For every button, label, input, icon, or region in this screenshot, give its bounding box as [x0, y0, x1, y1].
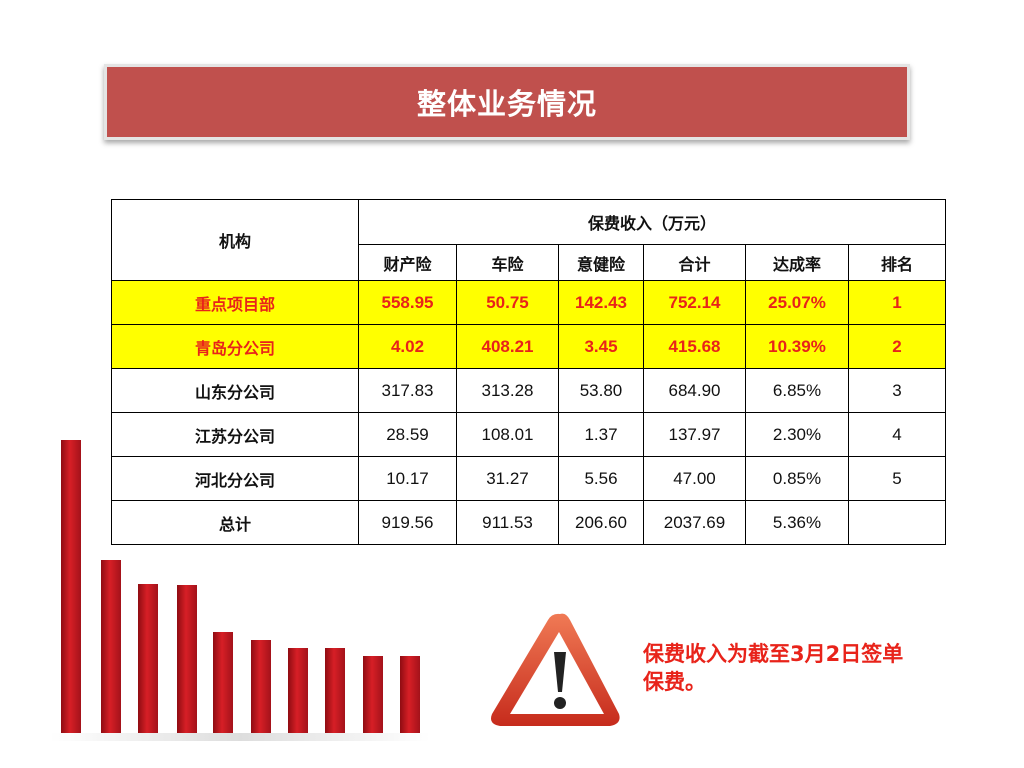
- note-line-1: 保费收入为截至3月2日签单: [643, 642, 904, 666]
- value-cell: 2037.69: [643, 500, 746, 545]
- value-cell: 684.90: [643, 368, 746, 413]
- col-header: 财产险: [358, 244, 457, 281]
- col-header: 合计: [643, 244, 746, 281]
- org-header: 机构: [111, 199, 359, 281]
- value-cell: 28.59: [358, 412, 457, 457]
- table-body: 重点项目部 558.95 50.75 142.43 752.14 25.07% 1 青岛分公司…: [111, 280, 947, 545]
- col-header: 达成率: [745, 244, 849, 281]
- org-name-cell: 重点项目部: [111, 280, 359, 325]
- value-cell: 5: [847, 456, 947, 501]
- value-cell: 142.43: [558, 280, 644, 325]
- value-cell: 4.02: [358, 324, 457, 369]
- table-row: 河北分公司 10.17 31.27 5.56 47.00 0.85% 5: [111, 456, 947, 501]
- org-name-cell: 山东分公司: [111, 368, 359, 413]
- decorative-bar: [101, 560, 121, 733]
- value-cell: 408.21: [456, 324, 559, 369]
- slide-title: 整体业务情况: [416, 87, 597, 121]
- value-cell: 1: [847, 280, 947, 325]
- value-cell: 3.45: [558, 324, 644, 369]
- decorative-bar-chart: [50, 440, 430, 741]
- value-cell: 10.39%: [745, 324, 849, 369]
- value-cell: 2.30%: [745, 412, 849, 457]
- org-name-cell: 江苏分公司: [111, 412, 359, 457]
- value-cell: 317.83: [358, 368, 457, 413]
- value-cell: [847, 500, 947, 545]
- value-cell: 206.60: [558, 500, 644, 545]
- value-cell: 53.80: [558, 368, 644, 413]
- table-row: 山东分公司 317.83 313.28 53.80 684.90 6.85% 3: [111, 368, 947, 413]
- decorative-bar: [177, 585, 197, 733]
- note-line-2: 保费。: [643, 670, 706, 694]
- decorative-bar: [288, 648, 308, 733]
- table-row: 总计 919.56 911.53 206.60 2037.69 5.36%: [111, 500, 947, 545]
- decorative-bar: [400, 656, 420, 733]
- table-row: 江苏分公司 28.59 108.01 1.37 137.97 2.30% 4: [111, 412, 947, 457]
- table-row: 重点项目部 558.95 50.75 142.43 752.14 25.07% 1: [111, 280, 947, 325]
- value-cell: 752.14: [643, 280, 746, 325]
- value-cell: 558.95: [358, 280, 457, 325]
- value-cell: 6.85%: [745, 368, 849, 413]
- title-banner: 整体业务情况: [104, 64, 910, 140]
- decorative-bar: [138, 584, 158, 733]
- value-cell: 31.27: [456, 456, 559, 501]
- value-cell: 47.00: [643, 456, 746, 501]
- value-cell: 2: [847, 324, 947, 369]
- warning-triangle-icon: [491, 613, 620, 726]
- value-cell: 1.37: [558, 412, 644, 457]
- value-cell: 0.85%: [745, 456, 849, 501]
- col-header: 排名: [847, 244, 947, 281]
- org-name-cell: 总计: [111, 500, 359, 545]
- decorative-bar: [363, 656, 383, 733]
- col-header: 车险: [456, 244, 559, 281]
- value-cell: 137.97: [643, 412, 746, 457]
- col-header: 意健险: [558, 244, 644, 281]
- value-cell: 911.53: [456, 500, 559, 545]
- value-cell: 50.75: [456, 280, 559, 325]
- value-cell: 4: [847, 412, 947, 457]
- note-text: 保费收入为截至3月2日签单 保费。: [643, 640, 973, 696]
- value-cell: 108.01: [456, 412, 559, 457]
- chart-floor: [50, 733, 430, 741]
- value-cell: 3: [847, 368, 947, 413]
- premium-group-header: 保费收入（万元）: [357, 199, 947, 245]
- decorative-bar: [325, 648, 345, 733]
- decorative-bar: [251, 640, 271, 733]
- decorative-bar: [213, 632, 233, 733]
- value-cell: 415.68: [643, 324, 746, 369]
- value-cell: 313.28: [456, 368, 559, 413]
- value-cell: 5.56: [558, 456, 644, 501]
- table-row: 青岛分公司 4.02 408.21 3.45 415.68 10.39% 2: [111, 324, 947, 369]
- value-cell: 10.17: [358, 456, 457, 501]
- org-name-cell: 青岛分公司: [111, 324, 359, 369]
- decorative-bar: [61, 440, 81, 733]
- value-cell: 25.07%: [745, 280, 849, 325]
- value-cell: 5.36%: [745, 500, 849, 545]
- premium-income-table: 机构 保费收入（万元） 财产险 车险 意健险 合计 达成率 排名 重点项目部 55…: [111, 199, 947, 545]
- value-cell: 919.56: [358, 500, 457, 545]
